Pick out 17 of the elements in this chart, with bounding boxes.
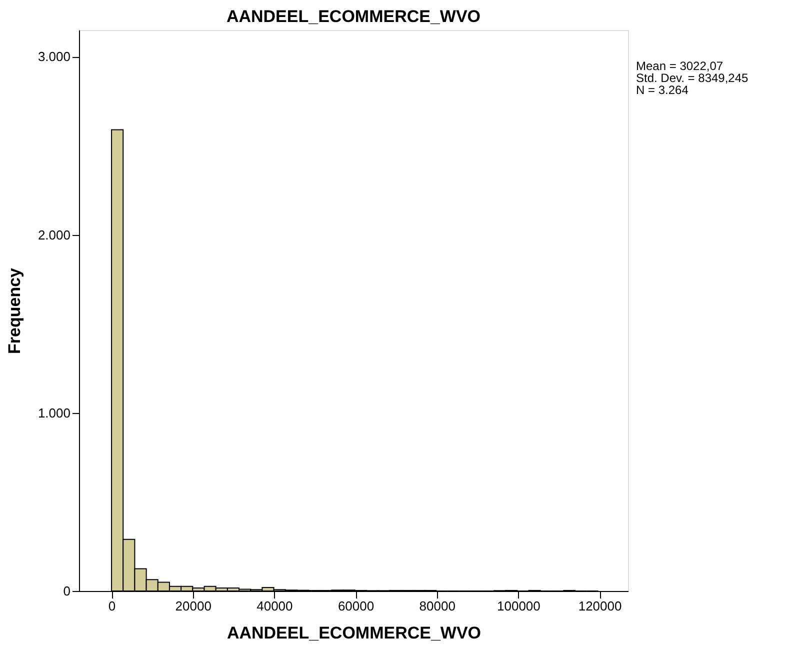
x-tick-label: 0 xyxy=(108,598,116,614)
x-axis-title: AANDEEL_ECOMMERCE_WVO xyxy=(226,624,482,642)
x-tick-label: 40000 xyxy=(256,598,293,614)
text: Std. Dev. = 8349,245 xyxy=(636,71,749,85)
text: N = 3.264 xyxy=(636,83,689,97)
y-tick-label: 1.000 xyxy=(38,405,70,420)
x-tick-label: 100000 xyxy=(497,598,540,614)
text: Mean = 3022,07 xyxy=(636,59,724,73)
x-tick-label: 60000 xyxy=(338,598,374,614)
x-tick-label: 20000 xyxy=(175,598,212,614)
y-tick-label: 2.000 xyxy=(38,227,70,242)
y-tick-label: 3.000 xyxy=(38,49,70,64)
chart-title: AANDEEL_ECOMMERCE_WVO xyxy=(226,7,481,26)
y-axis-title: Frequency xyxy=(4,267,24,354)
y-tick-label: 0 xyxy=(63,584,70,598)
x-tick-label: 120000 xyxy=(578,598,622,614)
x-tick-label: 80000 xyxy=(419,598,456,614)
